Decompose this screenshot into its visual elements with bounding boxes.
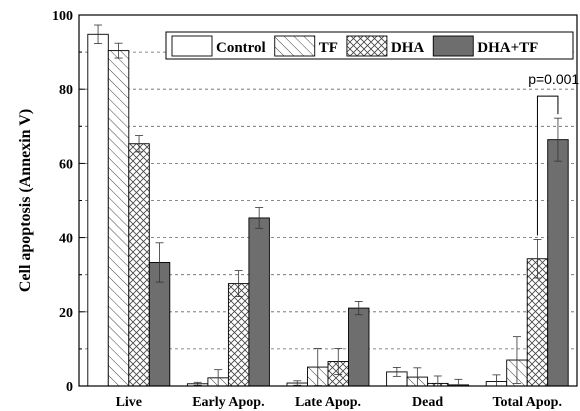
y-tick-label: 60: [59, 157, 73, 172]
bar: [128, 143, 150, 387]
y-axis-label: Cell apoptosis (Annexin V): [17, 109, 34, 292]
legend-swatch: [274, 35, 316, 57]
bar: [87, 33, 109, 387]
p-value-label: p=0.001: [528, 71, 579, 87]
legend-label: DHA: [391, 40, 425, 56]
y-tick-label: 100: [52, 9, 73, 24]
legend-swatch: [432, 35, 474, 57]
y-tick-label: 40: [59, 232, 73, 247]
y-tick-label: 20: [59, 306, 73, 321]
bar: [107, 50, 130, 387]
axes: 0 20 40 60 80 100 Live Early Apop. Late Apop. Dea…: [52, 9, 562, 410]
x-tick-label: Total Apop.: [492, 395, 562, 410]
annotations: p=0.001: [528, 71, 579, 236]
legend-label: DHA+TF: [477, 40, 538, 56]
x-tick-label: Live: [116, 395, 142, 410]
x-tick-label: Early Apop.: [192, 395, 264, 410]
legend-label: Control: [216, 40, 266, 56]
legend-swatch: [171, 35, 213, 57]
bars: [87, 24, 569, 387]
legend: Control TF DHA DHA+TF: [165, 31, 574, 60]
legend-label: TF: [319, 40, 338, 56]
bar: [348, 307, 370, 387]
x-tick-label: Late Apop.: [295, 395, 361, 410]
bar: [547, 139, 569, 387]
bar: [227, 283, 250, 387]
y-tick-label: 80: [59, 83, 73, 98]
x-tick-label: Dead: [412, 395, 443, 410]
legend-swatch: [346, 35, 388, 57]
bar: [248, 217, 270, 387]
significance-bracket: [536, 95, 559, 236]
y-tick-label: 0: [66, 380, 73, 395]
